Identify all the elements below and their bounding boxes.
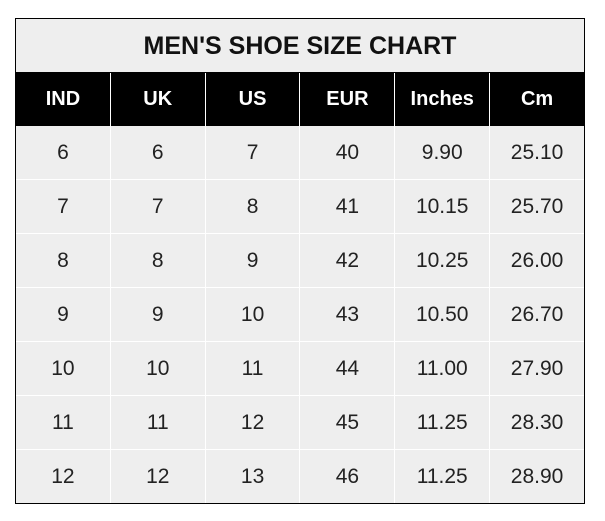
- table-cell: 46: [299, 450, 394, 503]
- table-cell: 44: [299, 342, 394, 395]
- column-header: US: [204, 73, 300, 126]
- table-cell: 41: [299, 180, 394, 233]
- table-cell: 9: [57, 303, 69, 326]
- table-cell: 11: [109, 396, 205, 449]
- table-cell: 11: [52, 411, 74, 434]
- table-cell: 6: [57, 141, 69, 164]
- table-cell: 45: [299, 396, 394, 449]
- table-cell: 13: [204, 450, 300, 503]
- table-cell: 28.30: [489, 396, 584, 449]
- header-row: IND UK US EUR Inches Cm: [16, 73, 584, 126]
- table-cell: 10: [109, 342, 205, 395]
- table-body: 6 6 7 40 9.90 25.10 7 7 8 41 10.15 25.70 8 8 9 42 10.25 2…: [16, 126, 584, 503]
- table-row: 12 12 13 46 11.25 28.90: [16, 449, 584, 503]
- column-header: UK: [109, 73, 205, 126]
- table-cell: 12: [204, 396, 300, 449]
- table-row: 6 6 7 40 9.90 25.10: [16, 126, 584, 179]
- table-cell: 42: [299, 234, 394, 287]
- column-header: EUR: [299, 73, 394, 126]
- table-cell: 10.50: [394, 288, 489, 341]
- table-cell: 11: [204, 342, 300, 395]
- table-row: 11 11 12 45 11.25 28.30: [16, 395, 584, 449]
- table-row: 10 10 11 44 11.00 27.90: [16, 341, 584, 395]
- table-cell: 11.00: [394, 342, 489, 395]
- table-cell: 10.25: [394, 234, 489, 287]
- table-cell: 8: [109, 234, 205, 287]
- table-cell: 9: [204, 234, 300, 287]
- table-title: MEN'S SHOE SIZE CHART: [16, 19, 584, 73]
- table-cell: 7: [204, 126, 300, 179]
- table-cell: 8: [204, 180, 300, 233]
- table-cell: 27.90: [489, 342, 584, 395]
- size-chart-table: MEN'S SHOE SIZE CHART IND UK US EUR Inches Cm…: [15, 18, 585, 504]
- table-cell: 9.90: [394, 126, 489, 179]
- table-row: 9 9 10 43 10.50 26.70: [16, 287, 584, 341]
- table-cell: 10: [51, 357, 75, 380]
- column-header: Cm: [489, 73, 584, 126]
- table-cell: 25.10: [489, 126, 584, 179]
- table-row: 7 7 8 41 10.15 25.70: [16, 179, 584, 233]
- table-cell: 43: [299, 288, 394, 341]
- table-row: 8 8 9 42 10.25 26.00: [16, 233, 584, 287]
- table-cell: 9: [109, 288, 205, 341]
- table-cell: 10: [204, 288, 300, 341]
- column-header: Inches: [394, 73, 489, 126]
- table-cell: 12: [109, 450, 205, 503]
- table-cell: 8: [57, 249, 69, 272]
- table-cell: 26.00: [489, 234, 584, 287]
- table-cell: 25.70: [489, 180, 584, 233]
- column-header: IND: [45, 88, 81, 110]
- table-cell: 28.90: [489, 450, 584, 503]
- table-cell: 7: [109, 180, 205, 233]
- table-cell: 26.70: [489, 288, 584, 341]
- table-cell: 40: [299, 126, 394, 179]
- table-cell: 11.25: [394, 450, 489, 503]
- table-cell: 11.25: [394, 396, 489, 449]
- table-cell: 7: [57, 195, 69, 218]
- table-cell: 10.15: [394, 180, 489, 233]
- table-cell: 12: [51, 465, 75, 488]
- table-cell: 6: [109, 126, 205, 179]
